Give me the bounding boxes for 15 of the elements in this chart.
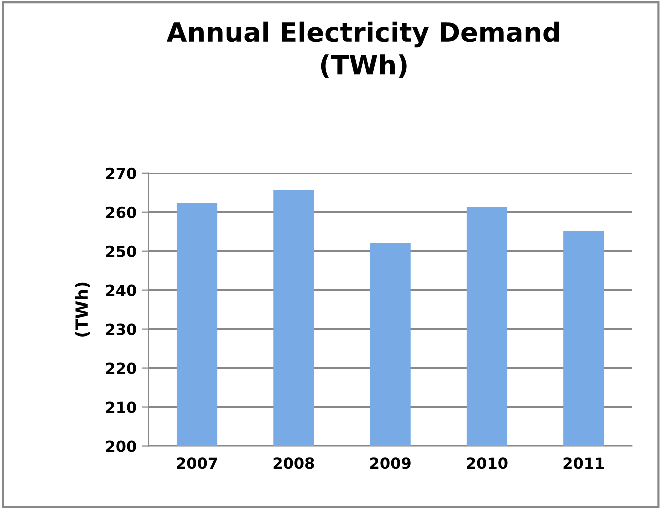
x-tick-label: 2008 <box>274 458 314 470</box>
y-tick-label: 210 <box>106 402 136 414</box>
x-tick-label: 2011 <box>564 458 604 470</box>
y-axis-title: (TWh) <box>75 282 90 337</box>
y-tick-label: 240 <box>106 284 136 296</box>
x-tick-label: 2009 <box>370 458 411 470</box>
y-tick-label: 260 <box>106 206 136 218</box>
y-tick-label: 230 <box>106 324 136 336</box>
y-tick-label: 250 <box>106 246 136 258</box>
y-tick-label: 200 <box>106 440 136 452</box>
x-tick-label: 2010 <box>467 458 508 470</box>
x-tick-label: 2007 <box>177 458 218 470</box>
y-tick-label: 220 <box>106 362 136 374</box>
chart-title: Annual Electricity Demand (TWh) <box>166 22 560 78</box>
y-tick-label: 270 <box>106 168 136 180</box>
